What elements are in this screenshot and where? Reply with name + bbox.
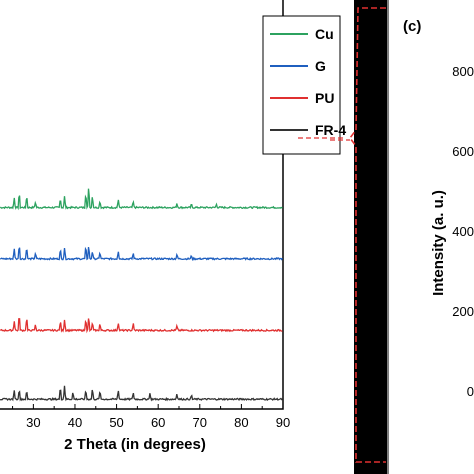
series-line-fr-4	[0, 385, 283, 402]
x-axis-ticks: 30 40 50 60 70 80 90	[12, 404, 290, 430]
panel-c: (c) Intensity (a. u.) 800 600 400 200 0	[387, 0, 474, 474]
series-line-cu	[0, 188, 283, 211]
x-tick-label: 80	[234, 415, 248, 430]
series-line-pu	[0, 318, 283, 334]
x-tick-label: 50	[109, 415, 123, 430]
inset-black-block	[354, 0, 387, 474]
zoom-inset-panel	[349, 0, 387, 474]
legend-label-g: G	[315, 58, 326, 74]
x-tick-label: 60	[151, 415, 165, 430]
legend: Cu G PU FR-4	[262, 15, 346, 155]
inset-red-bracket	[349, 7, 386, 463]
panel-c-y-axis-title: Intensity (a. u.)	[430, 190, 447, 296]
panel-c-y-ticks: 800 600 400 200 0	[452, 64, 474, 399]
x-tick-label: 90	[276, 415, 290, 430]
xrd-patterns-panel: 30 40 50 60 70 80 90 2 Theta (in degrees) Cu GP…	[0, 0, 346, 453]
panel-c-y-tick-label: 400	[452, 224, 474, 239]
x-axis-title: 2 Theta (in degrees)	[64, 436, 206, 453]
panel-c-y-tick-label: 600	[452, 144, 474, 159]
panel-c-y-tick-label: 200	[452, 304, 474, 319]
panel-c-label: (c)	[403, 18, 421, 35]
legend-label-cu: Cu	[315, 26, 334, 42]
left-plot-frame	[0, 0, 284, 410]
legend-label-fr-4: FR-4	[315, 122, 346, 138]
xrd-traces	[0, 188, 283, 402]
x-tick-label: 40	[68, 415, 82, 430]
x-tick-label: 30	[26, 415, 40, 430]
x-tick-label: 70	[193, 415, 207, 430]
panel-c-y-tick-label: 0	[467, 384, 474, 399]
zoom-connector	[298, 137, 350, 141]
series-line-g	[0, 246, 283, 262]
panel-c-y-tick-label: 800	[452, 64, 474, 79]
legend-label-pu: PU	[315, 90, 334, 106]
